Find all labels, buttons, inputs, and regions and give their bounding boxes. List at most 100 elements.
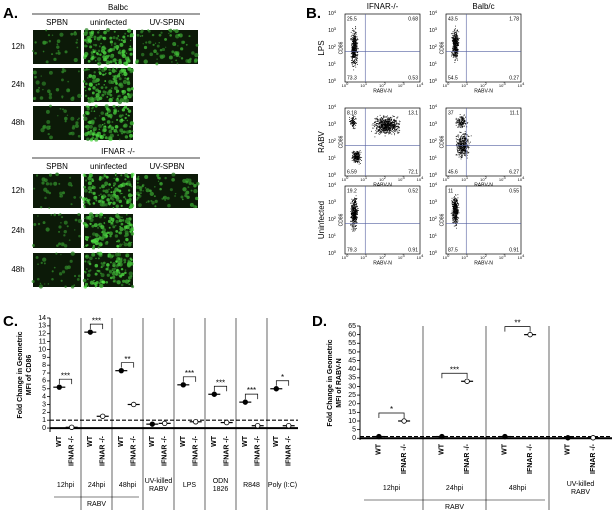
axis-tick-label: 102 [480,253,487,260]
fluorescence [87,273,91,277]
group-label: 1826 [213,486,229,493]
fluorescence [175,193,176,194]
fluorescence [124,38,126,40]
fluorescence [123,80,127,84]
event-dot [356,228,357,229]
fluorescence [105,55,109,59]
x-tick-label: WT [56,435,63,447]
event-dot [352,119,353,120]
fluorescence [87,128,90,131]
fluorescence [103,222,105,224]
fluorescence [78,275,81,278]
fluorescence [122,243,123,244]
event-dot [465,123,466,124]
quadrant-percent: 72.1 [408,169,418,175]
fluorescence [77,213,80,216]
panel-label: B. [306,5,321,22]
fluorescence [99,53,102,56]
event-dot [351,47,352,48]
fluorescence [104,67,108,71]
event-dot [374,118,375,119]
tick-exponent: 2 [435,215,438,220]
event-dot [457,60,458,61]
event-dot [354,221,355,222]
fluorescence [91,56,94,59]
fluorescence [49,135,53,139]
fluorescence [131,226,134,229]
event-dot [399,124,400,125]
event-dot [453,36,454,37]
event-dot [468,136,469,137]
fluorescence [64,117,68,121]
event-dot [358,159,359,160]
event-dot [352,123,353,124]
fluorescence [86,236,89,239]
event-dot [353,224,354,225]
fluorescence [137,182,139,184]
fluorescence [112,256,114,258]
fluorescence [109,130,113,134]
axis-tick-label: 102 [379,81,386,88]
event-dot [452,222,453,223]
event-dot [460,124,461,125]
event-dot [354,126,355,127]
axis-tick-label: 104 [429,103,438,111]
event-dot [381,117,382,118]
event-dot [352,157,353,158]
axis-tick-label: 101 [360,81,367,88]
fluorescence [116,245,119,248]
event-dot [351,225,352,226]
data-point [162,421,167,426]
event-dot [354,213,355,214]
event-dot [354,226,355,227]
fluorescence [42,89,43,90]
fluorescence [95,36,96,37]
tick-exponent: 2 [334,43,337,48]
fluorescence [89,256,93,260]
event-dot [458,146,459,147]
event-dot [456,219,457,220]
event-dot [379,129,380,130]
fluorescence [164,177,166,179]
fluorescence [125,183,128,186]
event-dot [397,131,398,132]
fluorescence [105,73,106,74]
event-dot [459,152,460,153]
y-axis-label: CD86 [439,135,445,148]
event-dot [357,64,358,65]
event-dot [352,213,353,214]
event-dot [354,38,355,39]
fluorescence [113,182,116,185]
fluorescence [120,257,123,260]
significance: *** [92,316,101,325]
fluorescence [121,223,124,226]
fluorescence [136,177,139,180]
event-dot [395,130,396,131]
event-dot [457,47,458,48]
event-dot [453,44,454,45]
event-dot [396,123,397,124]
tick-exponent: 1 [334,60,337,65]
event-dot [464,144,465,145]
tick-exponent: 4 [421,253,424,258]
event-dot [463,146,464,147]
fluorescence [140,192,142,194]
event-dot [455,201,456,202]
fluorescence [108,72,111,75]
event-dot [458,40,459,41]
fluorescence [92,185,94,187]
fluorescence [100,193,101,194]
fluorescence [86,268,88,270]
event-dot [457,206,458,207]
event-dot [457,31,458,32]
y-tick-label: 25 [348,392,356,399]
axis-tick-label: 104 [417,175,424,182]
fluorescence [99,176,102,179]
event-dot [465,149,466,150]
column-label: Balb/c [472,2,494,11]
fluorescence [42,257,46,261]
event-dot [463,118,464,119]
event-dot [356,222,357,223]
event-dot [352,35,353,36]
fluorescence [40,206,42,208]
